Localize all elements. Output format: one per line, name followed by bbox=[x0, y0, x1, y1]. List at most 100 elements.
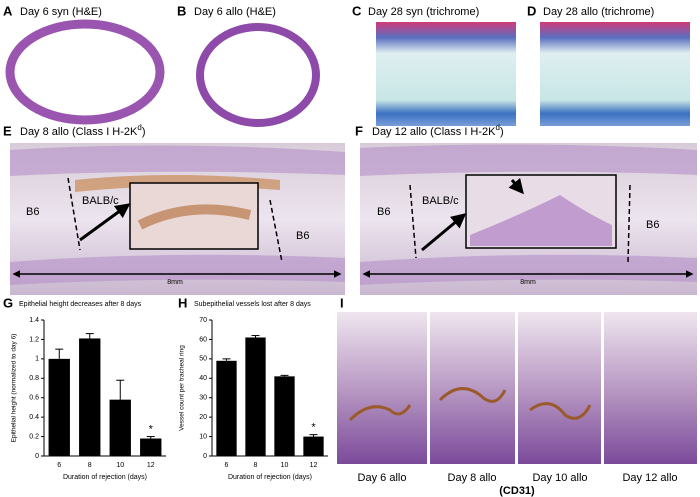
y-tick-label: 0 bbox=[35, 453, 39, 460]
significance-marker: * bbox=[311, 422, 316, 434]
caption-text: ) bbox=[500, 126, 504, 138]
y-tick-label: 20 bbox=[199, 414, 207, 421]
bar bbox=[216, 360, 237, 456]
y-axis-label: Epithelial height (normalized to day 6) bbox=[11, 334, 18, 443]
arrow bbox=[79, 203, 131, 242]
bar bbox=[303, 436, 324, 456]
y-tick-label: 0.4 bbox=[29, 414, 39, 421]
region-label: B6 bbox=[26, 206, 39, 218]
caption: Day 6 syn (H&E) bbox=[20, 6, 102, 18]
histology-image bbox=[430, 312, 515, 464]
region-label: B6 bbox=[377, 206, 390, 218]
chart-title: Subepithelial vessels lost after 8 days bbox=[194, 301, 311, 308]
x-tick-label: 12 bbox=[147, 462, 155, 469]
bar bbox=[109, 399, 131, 456]
caption-text: Day 8 allo (Class I H-2K bbox=[20, 126, 138, 138]
y-tick-label: 60 bbox=[199, 336, 207, 343]
panel-d: D Day 28 allo (trichrome) bbox=[527, 3, 690, 126]
panel-letter: F bbox=[355, 123, 363, 138]
stain-label: (CD31) bbox=[499, 485, 535, 497]
bar bbox=[140, 438, 162, 456]
arrow bbox=[421, 213, 467, 252]
bar bbox=[274, 376, 295, 456]
superscript: d bbox=[496, 123, 500, 132]
panel-letter: B bbox=[177, 3, 186, 18]
x-tick-label: 12 bbox=[310, 462, 318, 469]
y-tick-label: 0.8 bbox=[29, 375, 39, 382]
bar bbox=[79, 338, 101, 456]
vessel-stain bbox=[529, 402, 592, 420]
caption-text: ) bbox=[142, 126, 146, 138]
region-label: BALB/c bbox=[82, 195, 119, 207]
region-label: B6 bbox=[646, 219, 659, 231]
x-tick-label: 10 bbox=[281, 462, 289, 469]
y-tick-label: 0.6 bbox=[29, 395, 39, 402]
x-axis-label: Duration of rejection (days) bbox=[63, 474, 147, 481]
x-axis-label: Duration of rejection (days) bbox=[228, 474, 312, 481]
dashed-line bbox=[409, 184, 417, 259]
panel-letter: D bbox=[527, 3, 536, 18]
histology-image bbox=[540, 22, 690, 126]
caption: Day 12 allo bbox=[622, 472, 677, 484]
dashed-line bbox=[627, 184, 631, 263]
scale-label: 8mm bbox=[520, 279, 536, 286]
panel-letter: C bbox=[352, 3, 362, 18]
vessel-stain bbox=[348, 404, 412, 422]
histology-image bbox=[518, 312, 601, 464]
histology-image bbox=[5, 19, 165, 125]
panel-e: E Day 8 allo (Class I H-2Kd) B6 BALB/c B… bbox=[3, 123, 345, 295]
caption: Day 12 allo (Class I H-2Kd) bbox=[372, 123, 504, 138]
x-tick-label: 8 bbox=[88, 462, 92, 469]
y-tick-label: 10 bbox=[199, 433, 207, 440]
panel-letter: A bbox=[3, 3, 13, 18]
caption-text: Day 12 allo (Class I H-2K bbox=[372, 126, 496, 138]
histology-image bbox=[196, 23, 320, 127]
dashed-line bbox=[269, 199, 283, 263]
tissue bbox=[137, 204, 252, 230]
x-tick-label: 6 bbox=[57, 462, 61, 469]
x-tick-label: 8 bbox=[254, 462, 258, 469]
region-label: BALB/c bbox=[422, 195, 459, 207]
caption: Day 6 allo (H&E) bbox=[194, 6, 276, 18]
y-tick-label: 1 bbox=[35, 356, 39, 363]
tissue bbox=[470, 195, 612, 246]
y-tick-label: 40 bbox=[199, 375, 207, 382]
arrow bbox=[508, 177, 524, 195]
caption: Day 28 syn (trichrome) bbox=[368, 6, 479, 18]
scale-label: 8mm bbox=[167, 279, 183, 286]
y-tick-label: 0 bbox=[203, 453, 207, 460]
dashed-line bbox=[67, 177, 81, 251]
superscript: d bbox=[137, 123, 141, 132]
x-tick-label: 10 bbox=[116, 462, 124, 469]
chart-title: Epithelial height decreases after 8 days bbox=[19, 301, 142, 308]
panel-c: C Day 28 syn (trichrome) bbox=[352, 3, 516, 126]
bar bbox=[245, 337, 266, 456]
tissue bbox=[10, 145, 345, 176]
panel-letter: H bbox=[178, 295, 187, 310]
y-tick-label: 30 bbox=[199, 395, 207, 402]
caption: Day 10 allo bbox=[532, 472, 587, 484]
panel-f: F Day 12 allo (Class I H-2Kd) B6 BALB/c … bbox=[355, 123, 697, 295]
region-label: B6 bbox=[296, 230, 309, 242]
histology-image bbox=[376, 22, 516, 126]
histology-image bbox=[604, 312, 697, 464]
x-tick-label: 6 bbox=[225, 462, 229, 469]
y-tick-label: 70 bbox=[199, 317, 207, 324]
y-tick-label: 0.2 bbox=[29, 433, 39, 440]
panel-letter: G bbox=[3, 295, 13, 310]
vessel-stain bbox=[438, 387, 507, 403]
histology-image bbox=[337, 312, 427, 464]
significance-marker: * bbox=[149, 423, 154, 435]
caption: Day 8 allo bbox=[448, 472, 497, 484]
caption: Day 28 allo (trichrome) bbox=[543, 6, 654, 18]
y-tick-label: 1.2 bbox=[29, 336, 39, 343]
panel-letter: E bbox=[3, 123, 12, 138]
panel-a: A Day 6 syn (H&E) bbox=[3, 3, 165, 125]
tissue bbox=[360, 144, 697, 176]
panel-i: I Day 6 allo Day 8 allo (CD31) Day 10 al… bbox=[337, 295, 697, 497]
caption: Day 6 allo bbox=[358, 472, 407, 484]
y-tick-label: 1.4 bbox=[29, 317, 39, 324]
caption: Day 8 allo (Class I H-2Kd) bbox=[20, 123, 146, 138]
panel-b: B Day 6 allo (H&E) bbox=[177, 3, 320, 127]
